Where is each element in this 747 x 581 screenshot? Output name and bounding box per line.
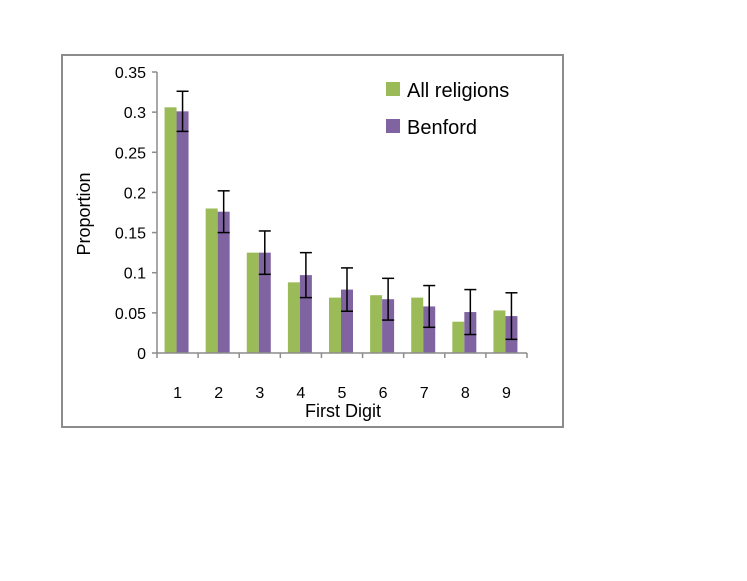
chart-frame — [61, 54, 564, 428]
y-tick-label: 0.25 — [115, 145, 146, 162]
bars-group — [164, 107, 518, 353]
x-tick-label: 3 — [255, 385, 264, 402]
legend: All religions Benford — [386, 80, 509, 139]
x-ticks-group: 1 2 3 4 5 6 7 8 9 — [156, 353, 528, 402]
error-bar-1 — [176, 90, 189, 133]
bar-benford-7 — [423, 306, 436, 353]
error-bar-2 — [217, 190, 230, 234]
error-bars-group — [176, 90, 518, 341]
bar-benford-1 — [176, 111, 189, 353]
error-bar-3 — [258, 230, 271, 276]
legend-label-all-religions: All religions — [407, 80, 509, 102]
y-tick-label: 0.15 — [115, 226, 146, 243]
x-tick-label: 4 — [296, 385, 305, 402]
bar-benford-5 — [341, 289, 353, 353]
error-bar-5 — [341, 267, 353, 313]
x-tick-label: 7 — [420, 385, 429, 402]
y-tick-label: 0.3 — [124, 105, 146, 122]
bar-all-religions-2 — [205, 208, 218, 353]
legend-label-benford: Benford — [407, 117, 477, 139]
bar-all-religions-8 — [452, 321, 465, 353]
legend-swatch-benford — [386, 119, 400, 133]
bar-all-religions-6 — [370, 295, 383, 353]
bar-all-religions-3 — [246, 252, 259, 353]
bar-all-religions-4 — [287, 282, 300, 353]
error-bar-8 — [464, 288, 477, 336]
x-tick-label: 2 — [214, 385, 223, 402]
x-tick-label: 9 — [502, 385, 511, 402]
x-axis-title: First Digit — [305, 401, 381, 421]
error-bar-9 — [505, 292, 518, 341]
y-tick-label: 0.2 — [124, 185, 146, 202]
y-ticks-group: 0 0.05 0.1 0.15 0.2 0.25 0.3 0.35 — [115, 65, 157, 363]
y-tick-label: 0.35 — [115, 65, 146, 82]
x-tick-label: 5 — [338, 385, 347, 402]
bar-benford-6 — [382, 299, 395, 353]
error-bar-7 — [423, 284, 436, 329]
bar-benford-4 — [299, 275, 312, 353]
error-bar-4 — [299, 251, 312, 299]
bar-all-religions-9 — [493, 310, 506, 353]
bar-all-religions-7 — [411, 297, 424, 353]
bar-all-religions-1 — [164, 107, 177, 353]
x-tick-label: 1 — [173, 385, 182, 402]
x-tick-label: 6 — [379, 385, 388, 402]
y-tick-label: 0.1 — [124, 266, 146, 283]
bar-benford-2 — [217, 211, 230, 353]
bar-all-religions-5 — [329, 297, 341, 353]
x-tick-label: 8 — [461, 385, 470, 402]
axes-group — [156, 72, 527, 354]
error-bar-6 — [382, 277, 395, 321]
y-tick-label: 0 — [137, 346, 146, 363]
bar-benford-3 — [258, 252, 271, 353]
legend-swatch-all-religions — [386, 82, 400, 96]
y-tick-label: 0.05 — [115, 306, 146, 323]
y-axis-title: Proportion — [74, 172, 94, 255]
